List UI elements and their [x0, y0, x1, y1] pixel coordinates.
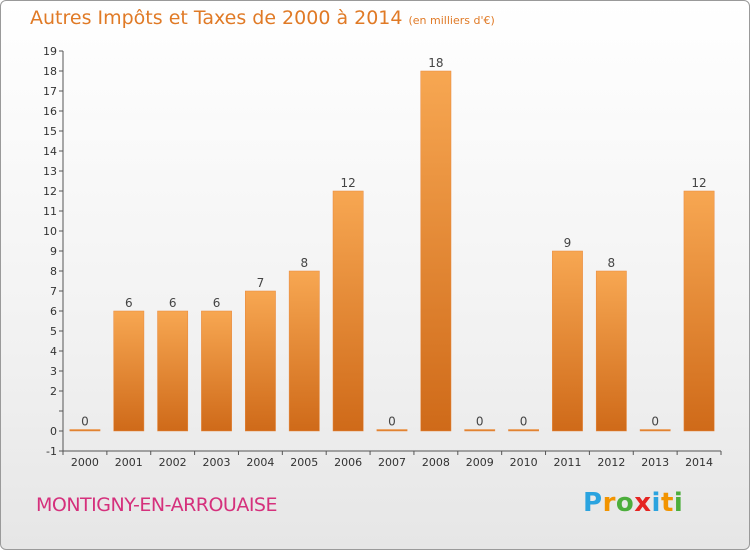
logo-letter: P	[583, 488, 603, 518]
x-tick-label: 2006	[334, 456, 362, 469]
bar-value-label: 6	[213, 296, 221, 310]
y-tick-label: 19	[43, 45, 57, 58]
y-tick-label: 2	[50, 385, 57, 398]
bar	[245, 290, 276, 432]
y-tick-label: 15	[43, 125, 57, 138]
x-tick-label: 2008	[422, 456, 450, 469]
chart-axes: -1 0 2 3 4 5 6 7 8 9 10 11 12 13 14 15 16 17 18 19 2000 2001 2…	[43, 45, 722, 469]
y-tick-label: 8	[50, 265, 57, 278]
x-tick-label: 2003	[203, 456, 231, 469]
chart-title-text: Autres Impôts et Taxes de 2000 à 2014	[30, 7, 403, 29]
proxiti-logo: Proxiti	[583, 488, 683, 518]
x-tick-label: 2010	[510, 456, 538, 469]
logo-letter: i	[673, 488, 684, 518]
y-tick-label: 14	[43, 145, 57, 158]
bar-value-label: 8	[300, 256, 308, 270]
x-tick-label: 2002	[159, 456, 187, 469]
x-tick-label: 2000	[71, 456, 99, 469]
bar-value-label: 0	[651, 415, 659, 429]
y-tick-label: 10	[43, 225, 57, 238]
x-tick-label: 2009	[466, 456, 494, 469]
bar	[420, 70, 452, 432]
bar	[201, 310, 232, 432]
bar-value-label: 9	[564, 236, 572, 250]
bar-value-label: 12	[691, 176, 706, 190]
y-tick-label: 6	[50, 305, 57, 318]
bar	[595, 270, 627, 432]
y-tick-label: -1	[46, 445, 57, 458]
y-tick-label: 13	[43, 165, 57, 178]
logo-letter: i	[651, 488, 661, 518]
bar	[552, 250, 583, 432]
x-tick-label: 2001	[115, 456, 143, 469]
bar	[332, 190, 364, 432]
x-tick-label: 2014	[685, 456, 713, 469]
logo-letter: t	[660, 488, 674, 518]
bar-value-label: 6	[169, 296, 177, 310]
x-tick-label: 2007	[378, 456, 406, 469]
x-tick-label: 2012	[597, 456, 625, 469]
bar	[464, 429, 496, 432]
y-tick-label: 18	[43, 65, 57, 78]
chart-bars	[69, 70, 715, 432]
bar	[683, 190, 715, 432]
bar-value-label: 0	[520, 415, 528, 429]
y-tick-label: 4	[50, 345, 57, 358]
logo-letter: o	[615, 488, 635, 518]
y-tick-label: 5	[50, 325, 57, 338]
bar-value-label: 12	[340, 176, 355, 190]
bar-value-label: 7	[257, 276, 265, 290]
bar-value-label: 0	[81, 415, 89, 429]
y-tick-label: 9	[50, 245, 57, 258]
y-tick-label: 17	[43, 85, 57, 98]
y-tick-label: 7	[50, 285, 57, 298]
chart-data-labels: 0 6 6 6 7 8 12 0 18 0 0 9 8 0 12	[81, 56, 707, 429]
y-tick-label: 16	[43, 105, 57, 118]
chart-title: Autres Impôts et Taxes de 2000 à 2014 (en…	[30, 7, 495, 29]
y-tick-label: 12	[43, 185, 57, 198]
bar	[288, 270, 320, 432]
y-tick-label: 0	[50, 425, 57, 438]
x-tick-label: 2004	[246, 456, 274, 469]
chart-unit: (en milliers d'€)	[408, 14, 495, 27]
y-tick-label: 11	[43, 205, 57, 218]
logo-letter: x	[634, 488, 652, 518]
bar	[69, 429, 101, 432]
x-tick-label: 2005	[290, 456, 318, 469]
bar	[157, 310, 189, 432]
logo-letter: r	[602, 488, 616, 518]
bar	[639, 429, 671, 432]
bar	[376, 429, 408, 432]
bar-value-label: 6	[125, 296, 133, 310]
y-tick-label: 3	[50, 365, 57, 378]
commune-name: MONTIGNY-EN-ARROUAISE	[36, 494, 278, 516]
bar-value-label: 18	[428, 56, 443, 70]
bar	[113, 310, 145, 432]
bar-value-label: 8	[608, 256, 616, 270]
x-tick-label: 2013	[641, 456, 669, 469]
bar-value-label: 0	[388, 415, 396, 429]
bar	[508, 429, 539, 432]
bar-value-label: 0	[476, 415, 484, 429]
x-tick-label: 2011	[553, 456, 581, 469]
